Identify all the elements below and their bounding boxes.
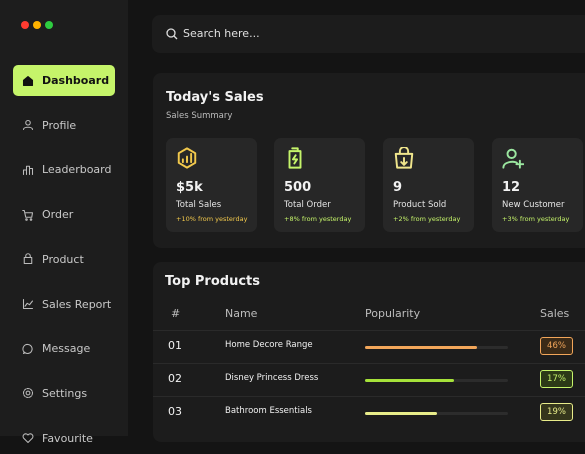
popularity-track — [365, 379, 508, 382]
sales-subtitle: Sales Summary — [166, 111, 233, 121]
stat-value: 9 — [393, 180, 403, 195]
icon — [22, 433, 34, 444]
stat-card[interactable]: 500 Total Order +8% from yesterday — [274, 138, 365, 232]
stat-icon — [502, 147, 525, 173]
stat-value: 12 — [502, 180, 521, 195]
icon — [22, 343, 33, 354]
search-bar[interactable]: Search here... — [152, 15, 585, 53]
nav-item[interactable]: Favourite — [13, 423, 115, 454]
nav-item[interactable]: Sales Report — [13, 289, 115, 320]
nav-label: Leaderboard — [42, 163, 112, 177]
nav-label: Dashboard — [42, 74, 110, 87]
stat-value: $5k — [176, 180, 203, 195]
stat-icon — [393, 146, 415, 173]
nav-label: Favourite — [42, 431, 93, 445]
sales-badge: 17% — [540, 370, 573, 388]
icon — [394, 146, 414, 169]
stat-label: Total Sales — [176, 200, 222, 210]
stat-icon — [176, 147, 198, 173]
stat-value: 500 — [284, 180, 312, 195]
stat-change: +10% from yesterday — [176, 215, 248, 223]
icon — [22, 298, 34, 310]
nav-label: Message — [42, 342, 91, 356]
column-header: Name — [225, 307, 258, 320]
nav-label: Product — [42, 252, 84, 266]
nav-item[interactable]: Leaderboard — [13, 154, 115, 185]
stat-change: +2% from yesterday — [393, 215, 461, 223]
stat-card[interactable]: $5k Total Sales +10% from yesterday — [166, 138, 257, 232]
nav-item[interactable]: Profile — [13, 110, 115, 141]
nav-label: Settings — [42, 386, 88, 400]
rank: 02 — [168, 372, 182, 385]
icon — [502, 148, 525, 169]
nav-item[interactable]: Dashboard — [13, 65, 115, 96]
close-button[interactable] — [21, 21, 29, 29]
column-header: Popularity — [365, 307, 421, 320]
nav-label: Sales Report — [42, 297, 112, 311]
rank: 01 — [168, 339, 182, 352]
stat-label: Total Order — [284, 200, 331, 210]
icon — [22, 388, 34, 399]
sales-badge: 46% — [540, 337, 573, 355]
icon — [177, 147, 197, 169]
sales-title: Today's Sales — [166, 90, 264, 105]
nav-item[interactable]: Order — [13, 199, 115, 230]
row-divider — [153, 363, 585, 364]
icon — [22, 120, 34, 131]
nav-label: Profile — [42, 118, 77, 132]
stat-card[interactable]: 9 Product Sold +2% from yesterday — [383, 138, 474, 232]
sidebar: Dashboard Profile Leaderboard Order Product S… — [0, 0, 128, 445]
product-name: Home Decore Range — [225, 340, 313, 350]
icon — [22, 75, 34, 86]
maximize-button[interactable] — [45, 21, 53, 29]
nav-item[interactable]: Product — [13, 244, 115, 275]
icon — [23, 253, 33, 265]
column-header: Sales — [540, 307, 570, 320]
column-header: # — [171, 307, 181, 320]
icon — [22, 209, 34, 221]
sales-badge: 19% — [540, 403, 573, 421]
nav-item[interactable]: Settings — [13, 378, 115, 409]
stat-card[interactable]: 12 New Customer +3% from yesterday — [492, 138, 583, 232]
nav-item[interactable]: Message — [13, 333, 115, 364]
popularity-bar — [365, 346, 477, 349]
icon — [288, 147, 302, 169]
row-divider — [153, 396, 585, 397]
product-name: Disney Princess Dress — [225, 373, 319, 383]
popularity-bar — [365, 379, 454, 382]
search-icon — [166, 28, 178, 40]
stat-label: New Customer — [502, 200, 565, 210]
popularity-bar — [365, 412, 437, 415]
stat-change: +3% from yesterday — [502, 215, 570, 223]
row-divider — [153, 330, 585, 331]
products-title: Top Products — [165, 274, 260, 289]
stat-icon — [284, 147, 306, 173]
popularity-track — [365, 346, 508, 349]
popularity-track — [365, 412, 508, 415]
product-name: Bathroom Essentials — [225, 406, 312, 416]
nav-label: Order — [42, 208, 74, 222]
rank: 03 — [168, 405, 182, 418]
stat-label: Product Sold — [393, 200, 447, 210]
minimize-button[interactable] — [33, 21, 41, 29]
search-placeholder: Search here... — [183, 27, 260, 40]
icon — [22, 165, 34, 175]
products-card: Top Products — [153, 262, 585, 442]
stat-change: +8% from yesterday — [284, 215, 352, 223]
